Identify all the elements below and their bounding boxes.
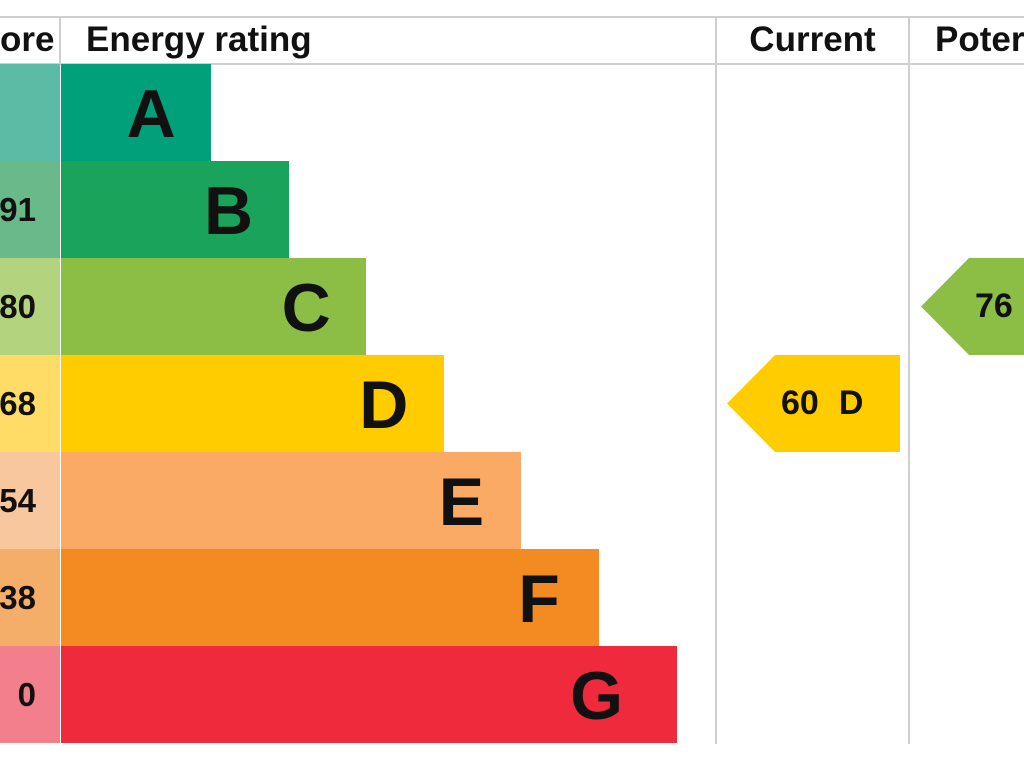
band-letter-c: C [281, 270, 331, 346]
score-range-label: 38 [0, 578, 36, 616]
score-column-header: ore [0, 20, 55, 59]
score-range-d: 68 [0, 355, 60, 452]
current-rating-value: 60 [781, 384, 819, 422]
band-letter-e: E [438, 464, 485, 540]
score-range-e: 54 [0, 452, 60, 549]
band-bar-a [61, 64, 211, 161]
current-rating-arrow: 60 D [727, 355, 900, 452]
energy-rating-header: Energy rating [86, 20, 312, 59]
band-bar-f [61, 549, 599, 646]
top-border [0, 16, 1024, 18]
band-letter-f: F [518, 561, 560, 637]
potential-rating-value: 76 [975, 287, 1013, 325]
band-bar-b [61, 161, 289, 258]
band-letter-g: G [570, 658, 624, 734]
band-bar-d [61, 355, 444, 452]
band-bar-e [61, 452, 522, 549]
band-bar-c [61, 258, 367, 355]
current-column-header: Current [749, 20, 876, 59]
score-range-c: 80 [0, 258, 60, 355]
score-range-label: 68 [0, 384, 36, 422]
header-divider [0, 63, 1024, 65]
band-letter-a: A [126, 76, 176, 152]
score-range-label: 80 [0, 287, 36, 325]
potential-rating-arrow: 76 [921, 258, 1024, 355]
score-range-label: 54 [0, 481, 36, 519]
score-range-label: 0 [17, 675, 36, 713]
band-letter-d: D [359, 367, 409, 443]
potential-column-left-divider [908, 16, 910, 744]
score-range-b: 91 [0, 161, 60, 258]
current-column-left-divider [715, 16, 717, 744]
score-column-divider [59, 16, 61, 64]
score-range-label: 91 [0, 190, 36, 228]
band-bar-g [61, 646, 677, 743]
band-letter-b: B [204, 173, 254, 249]
current-rating-band: D [838, 384, 864, 422]
score-range-a [0, 64, 60, 161]
score-range-g: 0 [0, 646, 60, 743]
score-range-f: 38 [0, 549, 60, 646]
potential-column-header: Poter [935, 20, 1024, 59]
